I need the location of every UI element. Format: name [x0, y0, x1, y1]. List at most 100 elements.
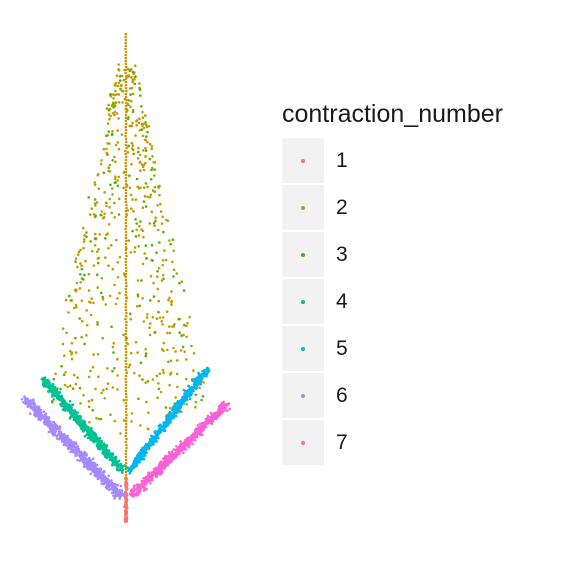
data-point: [124, 71, 127, 75]
data-point: [101, 473, 105, 476]
data-point: [114, 160, 117, 164]
data-point: [138, 304, 141, 308]
data-point: [144, 354, 148, 358]
data-point: [124, 80, 128, 84]
data-point: [145, 451, 148, 455]
data-point: [164, 459, 167, 463]
data-point: [51, 387, 55, 391]
data-point: [201, 395, 205, 398]
data-point: [124, 236, 128, 240]
data-point: [125, 337, 128, 340]
data-point: [119, 87, 122, 91]
data-point: [148, 475, 151, 479]
data-point: [171, 238, 175, 241]
data-point: [169, 418, 173, 421]
data-point: [139, 94, 142, 97]
data-point: [142, 457, 146, 461]
data-point: [90, 297, 93, 301]
data-point: [81, 425, 84, 429]
data-point: [83, 273, 86, 277]
data-point: [124, 257, 128, 261]
data-point: [159, 390, 163, 394]
data-point: [58, 391, 62, 394]
data-point: [138, 460, 141, 464]
data-point: [126, 342, 130, 346]
data-point: [116, 141, 120, 144]
data-point: [181, 442, 185, 445]
data-point: [146, 195, 149, 199]
data-point: [74, 289, 78, 293]
data-point: [135, 119, 139, 122]
data-point: [224, 406, 227, 410]
data-point: [204, 371, 207, 375]
data-point: [53, 389, 57, 392]
data-point: [55, 437, 59, 440]
data-point: [91, 437, 94, 441]
data-point: [54, 372, 57, 376]
data-point: [104, 303, 108, 306]
data-point: [101, 336, 104, 340]
data-point: [93, 462, 97, 465]
data-point: [193, 382, 197, 386]
data-point: [50, 432, 54, 435]
data-point: [203, 422, 207, 426]
data-point: [204, 373, 208, 377]
data-point: [29, 412, 32, 415]
data-point: [143, 482, 146, 486]
data-point: [127, 239, 131, 242]
data-point: [150, 258, 154, 262]
data-point: [109, 243, 113, 247]
data-point: [136, 157, 140, 160]
data-point: [160, 279, 164, 282]
data-point: [204, 425, 208, 429]
data-point: [107, 130, 111, 133]
data-point: [177, 405, 180, 409]
data-point: [105, 107, 109, 110]
data-point: [65, 331, 68, 335]
data-point: [124, 140, 128, 144]
data-point: [124, 449, 128, 453]
data-point: [159, 460, 162, 464]
data-point: [171, 451, 174, 455]
data-point: [125, 311, 128, 315]
data-point: [132, 209, 135, 213]
data-point: [176, 385, 179, 389]
data-point: [139, 169, 142, 172]
data-point: [42, 380, 45, 384]
data-point: [137, 456, 141, 459]
data-point: [124, 239, 128, 243]
data-point: [146, 380, 150, 383]
data-point: [100, 277, 104, 280]
data-point: [124, 347, 128, 351]
data-point: [131, 144, 135, 147]
data-point: [114, 89, 117, 93]
data-point: [130, 75, 133, 79]
data-point: [97, 375, 100, 379]
data-point: [145, 400, 148, 404]
data-point: [125, 76, 128, 80]
data-point: [124, 314, 128, 318]
data-point: [140, 457, 144, 461]
data-point: [154, 219, 157, 223]
data-point: [182, 400, 185, 403]
data-point: [162, 349, 165, 353]
data-point: [133, 246, 137, 249]
data-point: [124, 155, 128, 159]
data-point: [108, 93, 112, 96]
data-point: [87, 464, 91, 467]
data-point: [125, 184, 129, 187]
data-point: [122, 333, 125, 337]
data-point: [199, 383, 203, 386]
data-point: [113, 113, 116, 117]
data-point: [130, 412, 134, 415]
data-point: [100, 445, 104, 449]
data-point: [126, 102, 130, 106]
data-point: [69, 384, 72, 388]
legend-item: 3: [282, 231, 503, 278]
data-point: [181, 345, 185, 349]
data-point: [141, 296, 144, 300]
data-point: [63, 383, 67, 387]
data-point: [115, 487, 118, 491]
data-point: [145, 125, 149, 129]
data-point: [126, 117, 130, 121]
